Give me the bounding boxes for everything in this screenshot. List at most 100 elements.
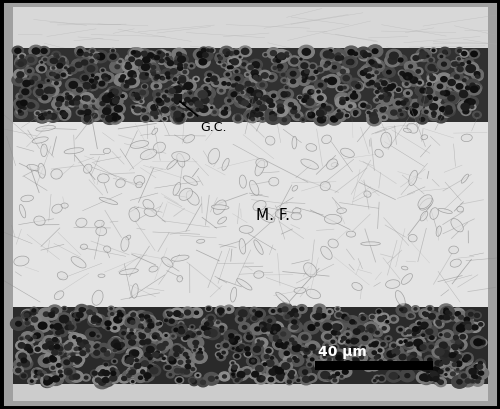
Circle shape: [452, 363, 456, 366]
Circle shape: [234, 51, 239, 55]
Circle shape: [436, 74, 452, 86]
Circle shape: [392, 349, 400, 355]
Circle shape: [436, 351, 450, 363]
Circle shape: [180, 369, 184, 372]
Circle shape: [473, 312, 482, 319]
Circle shape: [277, 53, 288, 62]
Ellipse shape: [54, 291, 64, 300]
Circle shape: [69, 375, 75, 380]
Circle shape: [401, 308, 407, 313]
Circle shape: [188, 96, 202, 107]
Circle shape: [232, 82, 240, 88]
Circle shape: [66, 321, 71, 326]
Circle shape: [345, 98, 349, 101]
Circle shape: [261, 377, 265, 380]
Circle shape: [70, 357, 75, 362]
Circle shape: [360, 356, 364, 359]
Circle shape: [369, 340, 380, 349]
Circle shape: [360, 51, 366, 56]
Circle shape: [214, 375, 220, 380]
Circle shape: [112, 104, 125, 115]
Circle shape: [424, 86, 431, 92]
Circle shape: [220, 341, 231, 350]
Circle shape: [77, 337, 92, 349]
Circle shape: [256, 94, 261, 97]
Circle shape: [38, 355, 54, 367]
Circle shape: [446, 311, 454, 317]
Circle shape: [279, 347, 294, 360]
Circle shape: [134, 364, 140, 369]
Circle shape: [246, 356, 260, 366]
Circle shape: [339, 335, 349, 343]
Circle shape: [122, 63, 134, 72]
Circle shape: [272, 365, 286, 377]
Ellipse shape: [322, 136, 332, 144]
Circle shape: [463, 63, 478, 76]
Circle shape: [72, 334, 86, 346]
Circle shape: [470, 84, 475, 88]
Circle shape: [367, 366, 370, 369]
Circle shape: [65, 104, 68, 106]
Circle shape: [310, 77, 314, 81]
Circle shape: [28, 314, 42, 325]
Ellipse shape: [255, 161, 264, 176]
Circle shape: [292, 312, 301, 319]
Circle shape: [235, 78, 240, 81]
Circle shape: [68, 73, 70, 74]
Circle shape: [293, 325, 298, 329]
Circle shape: [18, 104, 25, 109]
Circle shape: [69, 333, 80, 342]
Circle shape: [257, 376, 264, 382]
Circle shape: [188, 331, 197, 339]
Circle shape: [396, 304, 411, 317]
Circle shape: [116, 117, 119, 120]
Circle shape: [202, 326, 206, 330]
Circle shape: [274, 50, 289, 63]
Circle shape: [46, 342, 54, 347]
Circle shape: [92, 75, 94, 77]
Circle shape: [136, 71, 152, 83]
Circle shape: [80, 340, 88, 346]
Circle shape: [164, 364, 171, 371]
Circle shape: [142, 58, 150, 64]
Circle shape: [148, 365, 152, 369]
Circle shape: [148, 321, 154, 326]
Circle shape: [130, 360, 144, 372]
Circle shape: [296, 378, 301, 382]
Circle shape: [110, 99, 118, 106]
Circle shape: [408, 314, 412, 317]
Circle shape: [406, 78, 408, 79]
Circle shape: [274, 106, 288, 117]
Circle shape: [58, 109, 59, 110]
Circle shape: [168, 61, 173, 66]
Circle shape: [168, 67, 179, 77]
Circle shape: [253, 107, 262, 114]
Circle shape: [446, 317, 450, 320]
Circle shape: [253, 91, 262, 99]
Circle shape: [348, 50, 354, 56]
Circle shape: [460, 323, 466, 328]
Circle shape: [314, 114, 329, 126]
Circle shape: [430, 95, 442, 104]
Circle shape: [420, 52, 428, 59]
Circle shape: [167, 357, 178, 366]
Circle shape: [277, 68, 282, 73]
Circle shape: [164, 52, 171, 58]
Circle shape: [471, 70, 484, 80]
Circle shape: [20, 373, 28, 379]
Circle shape: [89, 49, 96, 55]
Circle shape: [266, 349, 271, 353]
Circle shape: [450, 362, 458, 368]
Circle shape: [107, 373, 120, 384]
Circle shape: [92, 376, 104, 384]
Ellipse shape: [116, 180, 125, 188]
Circle shape: [238, 56, 242, 60]
Circle shape: [143, 319, 159, 333]
Circle shape: [242, 49, 249, 55]
Circle shape: [188, 377, 196, 384]
Circle shape: [387, 351, 395, 357]
Circle shape: [326, 309, 334, 315]
Circle shape: [76, 312, 83, 318]
Circle shape: [216, 377, 218, 379]
Circle shape: [132, 335, 136, 339]
